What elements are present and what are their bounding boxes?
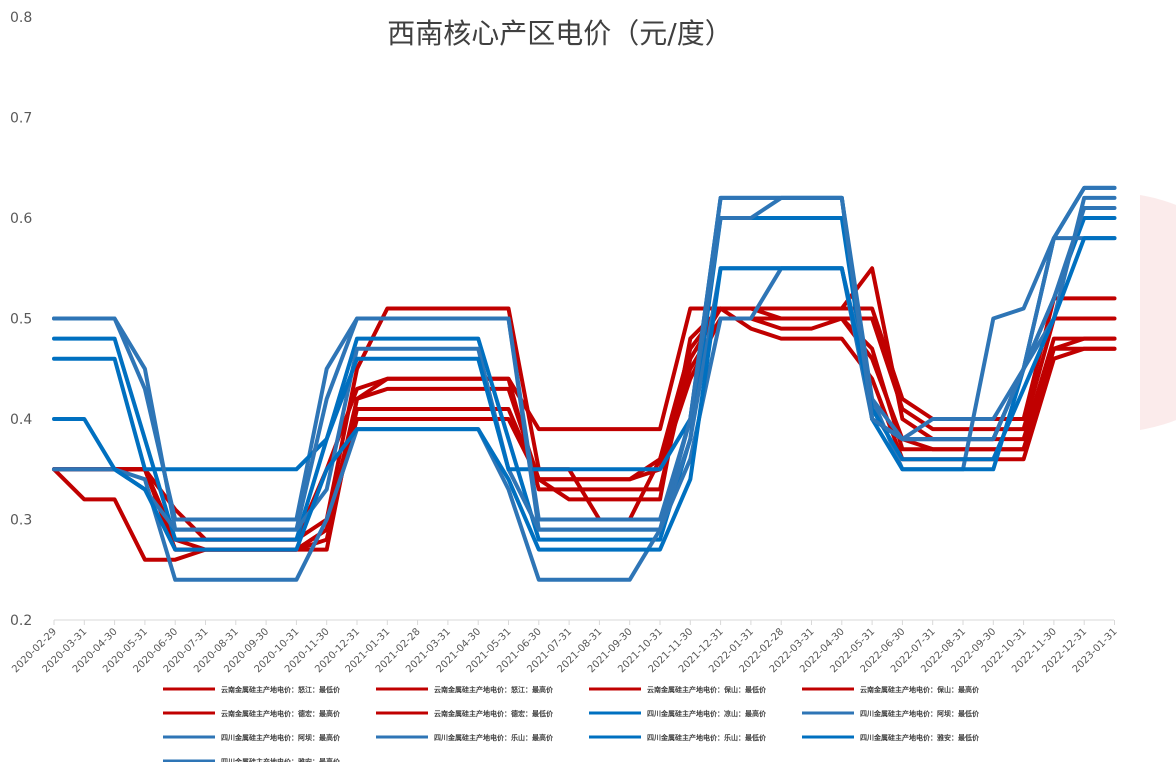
- y-axis: 0.2 0.3 0.4 0.5 0.6 0.7 0.8: [10, 10, 32, 629]
- series-line-1: [52, 306, 1117, 562]
- legend: 云南金属硅主产地电价：怒江：最低价 云南金属硅主产地电价：怒江：最高价 云南金属硅主…: [163, 685, 980, 762]
- legend-label: 四川金属硅主产地电价：乐山：最高价: [434, 733, 554, 742]
- y-tick-label: 0.7: [10, 111, 32, 127]
- y-tick-label: 0.5: [10, 312, 32, 328]
- legend-label: 四川金属硅主产地电价：雅安：最低价: [860, 733, 980, 742]
- y-tick-label: 0.8: [10, 10, 32, 26]
- y-tick-label: 0.3: [10, 513, 32, 529]
- legend-label: 云南金属硅主产地电价：保山：最低价: [647, 685, 767, 694]
- decorative-watermark-arc: [1140, 195, 1176, 430]
- series-line-10: [52, 206, 1117, 532]
- series-line-9: [52, 195, 1117, 522]
- legend-label: 云南金属硅主产地电价：德宏：最低价: [434, 709, 554, 718]
- series-line-6: [52, 316, 1117, 552]
- legend-label: 四川金属硅主产地电价：凉山：最高价: [647, 709, 767, 718]
- y-tick-label: 0.6: [10, 211, 32, 227]
- series-line-11: [52, 236, 1117, 552]
- x-axis: 2020-02-292020-03-312020-04-302020-05-31…: [10, 620, 1120, 675]
- y-tick-label: 0.2: [10, 613, 32, 629]
- series-line-5: [52, 266, 1117, 552]
- legend-label: 云南金属硅主产地电价：怒江：最高价: [434, 685, 554, 694]
- chart-title: 西南核心产区电价（元/度）: [387, 17, 732, 50]
- legend-label: 云南金属硅主产地电价：怒江：最低价: [221, 685, 341, 694]
- legend-label: 云南金属硅主产地电价：保山：最高价: [860, 685, 980, 694]
- series-line-13: [52, 185, 1117, 532]
- series-line-4: [52, 306, 1117, 542]
- legend-label: 四川金属硅主产地电价：阿坝：最高价: [221, 733, 341, 742]
- legend-label: 四川金属硅主产地电价：雅安：最高价: [221, 757, 341, 762]
- series-line-12: [52, 185, 1117, 472]
- legend-label: 云南金属硅主产地电价：德宏：最高价: [221, 709, 341, 718]
- legend-label: 四川金属硅主产地电价：乐山：最低价: [647, 733, 767, 742]
- series-lines: [52, 185, 1117, 582]
- legend-label: 四川金属硅主产地电价：阿坝：最低价: [860, 709, 980, 718]
- y-tick-label: 0.4: [10, 412, 32, 428]
- series-line-3: [52, 316, 1117, 552]
